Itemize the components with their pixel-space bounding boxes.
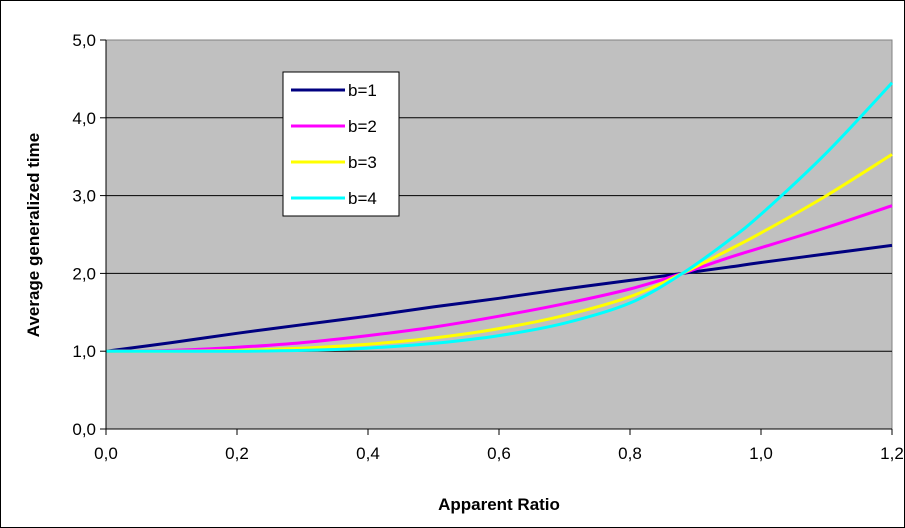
x-tick-label: 1,2 [880,444,904,463]
x-tick-label: 0,6 [487,444,511,463]
series-line-b=1 [105,243,893,353]
legend-box [282,71,400,217]
x-tick-label: 0,8 [618,444,642,463]
legend-label: b=3 [348,153,377,172]
x-tick-label: 0,0 [94,444,118,463]
y-tick-label: 4,0 [72,109,96,128]
series-line-b=4 [106,81,894,353]
x-axis-ticks: 0,0 0,2 0,4 0,6 0,8 1,0 1,2 [94,429,904,463]
legend-label: b=1 [348,81,377,100]
x-tick-label: 1,0 [749,444,773,463]
series-line-b=2 [105,204,893,353]
y-tick-label: 1,0 [72,342,96,361]
x-tick-label: 0,2 [225,444,249,463]
x-axis-title: Apparent Ratio [438,495,560,514]
legend-label: b=2 [348,117,377,136]
y-axis-title: Average generalized time [24,133,43,337]
legend: b=1 b=2 b=3 b=4 [282,71,400,217]
x-tick-label: 0,4 [356,444,380,463]
y-tick-label: 3,0 [72,187,96,206]
y-tick-label: 2,0 [72,264,96,283]
y-tick-label: 5,0 [72,31,96,50]
y-tick-label: 0,0 [72,420,96,439]
legend-label: b=4 [348,189,377,208]
plot-area [105,39,893,430]
y-axis-ticks: 0,0 1,0 2,0 3,0 4,0 5,0 [72,31,106,439]
series-lines [105,81,894,353]
